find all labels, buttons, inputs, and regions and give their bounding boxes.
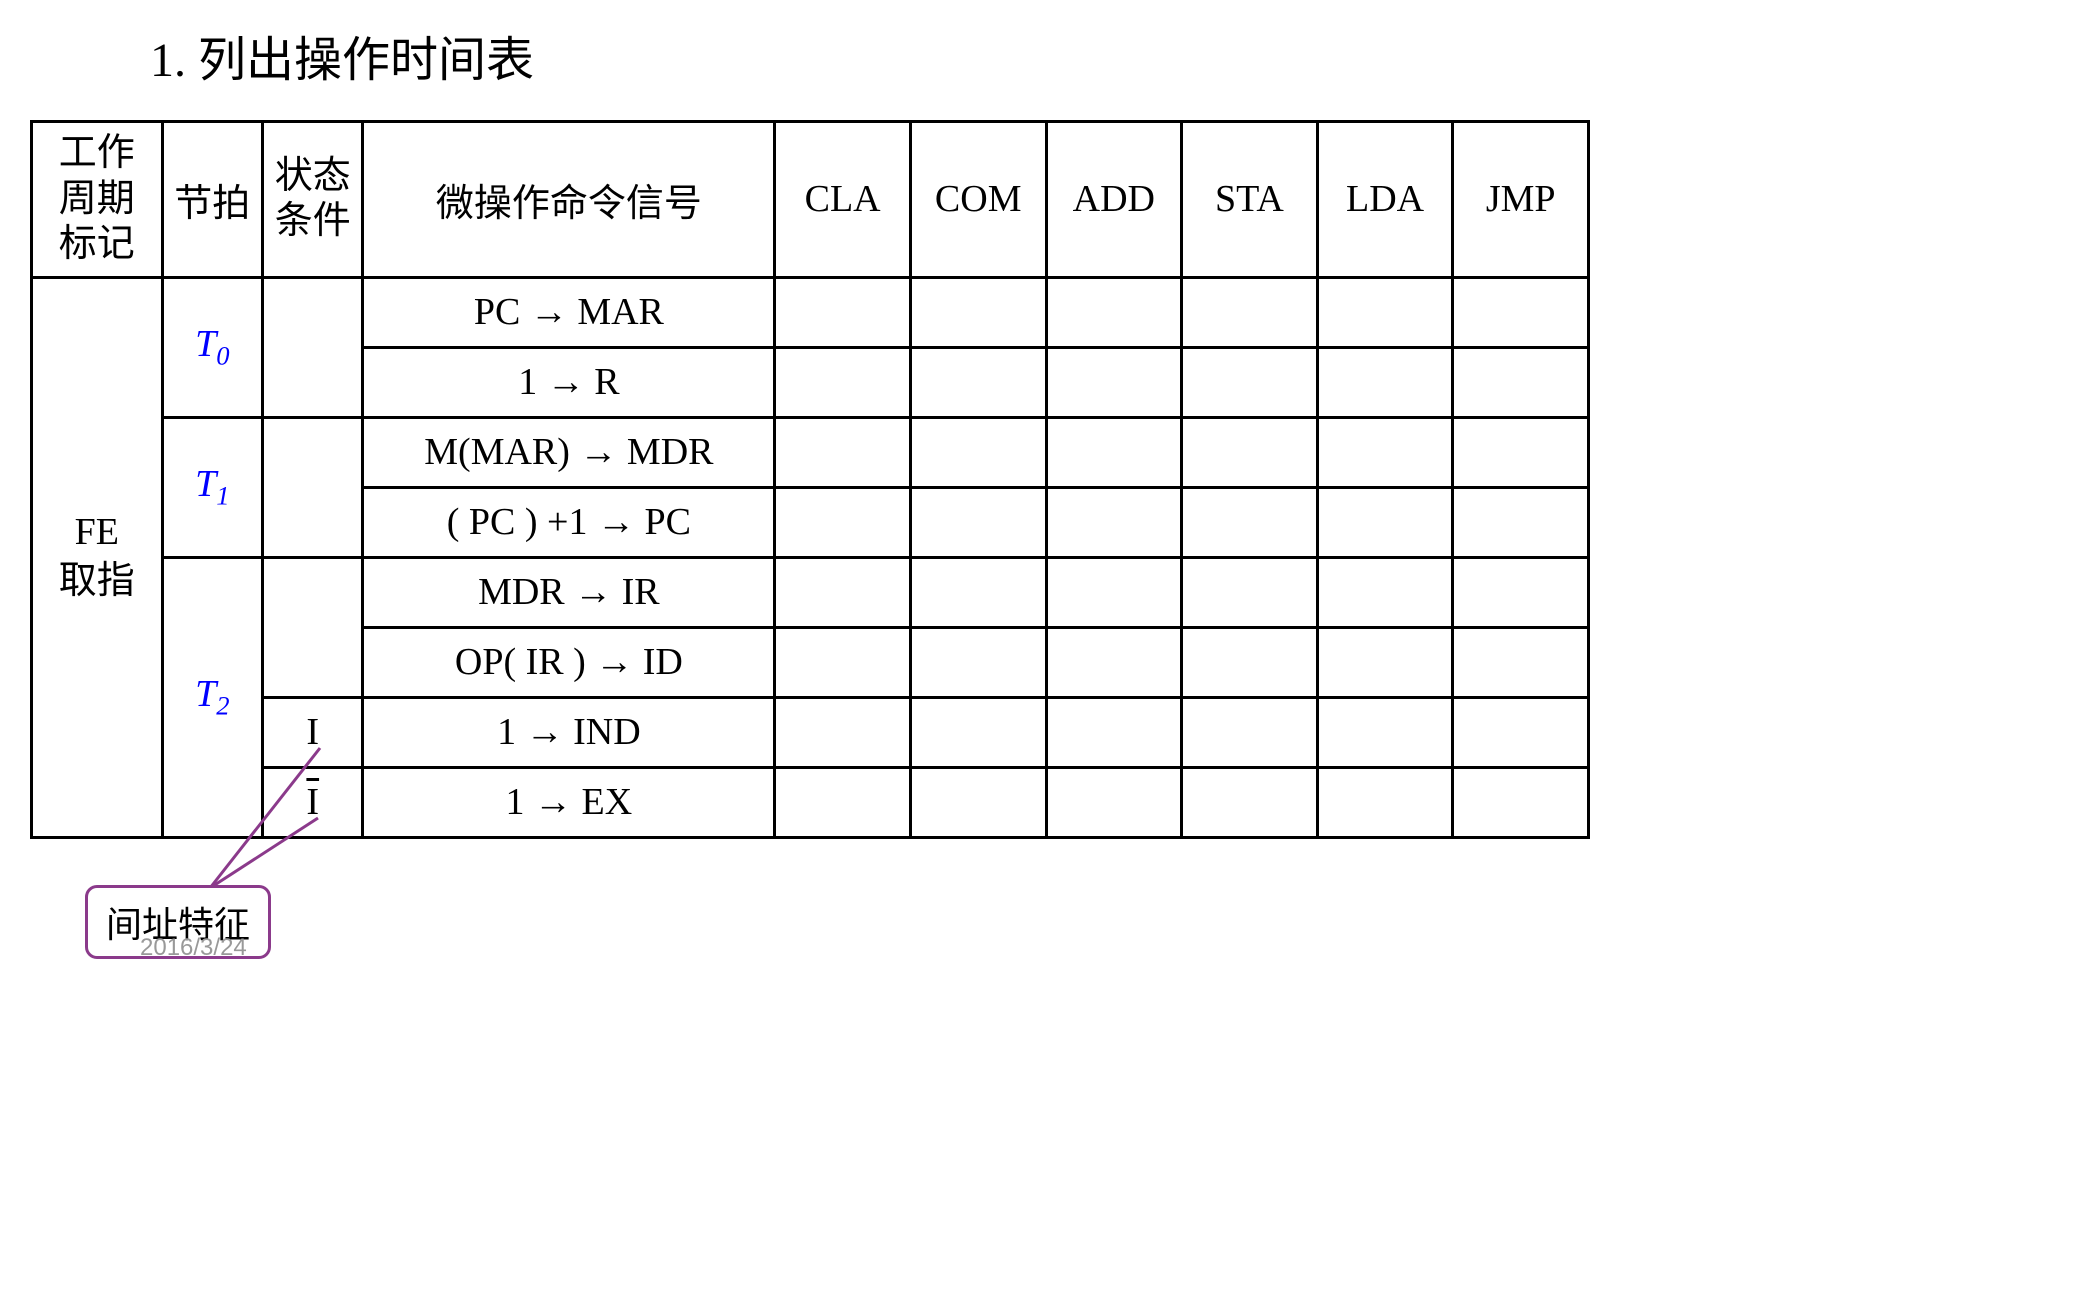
operation-timing-table: 工作 周期 标记 节拍 状态 条件 微操作命令信号 CLA COM ADD ST…	[30, 120, 1590, 839]
header-microop: 微操作命令信号	[363, 122, 775, 278]
cell	[1046, 697, 1182, 767]
cell	[1453, 627, 1589, 697]
microop-r1: PC → MAR	[363, 277, 775, 347]
cell	[1453, 487, 1589, 557]
cell	[1046, 487, 1182, 557]
microop-r6: OP( IR ) → ID	[363, 627, 775, 697]
cell	[1317, 627, 1453, 697]
table-row: T1 M(MAR) → MDR	[32, 417, 1589, 487]
cell	[1046, 767, 1182, 837]
cell	[1182, 487, 1318, 557]
beat-t0: T0	[162, 277, 262, 417]
microop-r3: M(MAR) → MDR	[363, 417, 775, 487]
microop-r7: 1 → IND	[363, 697, 775, 767]
cell	[1453, 767, 1589, 837]
cycle-fe: FE 取指	[32, 277, 163, 837]
state-I: I	[263, 697, 363, 767]
cell	[1182, 347, 1318, 417]
state-t2a	[263, 557, 363, 697]
cell	[775, 347, 911, 417]
cell	[1182, 557, 1318, 627]
header-lda: LDA	[1317, 122, 1453, 278]
cell	[1453, 697, 1589, 767]
cell	[1046, 277, 1182, 347]
state-Ibar: I	[263, 767, 363, 837]
page-title: 1. 列出操作时间表	[150, 20, 2050, 90]
header-state: 状态 条件	[263, 122, 363, 278]
cell	[910, 697, 1046, 767]
cell	[775, 277, 911, 347]
table-row: FE 取指 T0 PC → MAR	[32, 277, 1589, 347]
cell	[1317, 417, 1453, 487]
header-sta: STA	[1182, 122, 1318, 278]
cell	[910, 487, 1046, 557]
header-cycle: 工作 周期 标记	[32, 122, 163, 278]
cell	[910, 347, 1046, 417]
cell	[775, 697, 911, 767]
header-cla: CLA	[775, 122, 911, 278]
cell	[1046, 627, 1182, 697]
cell	[910, 767, 1046, 837]
cell	[775, 627, 911, 697]
cell	[775, 417, 911, 487]
header-jmp: JMP	[1453, 122, 1589, 278]
cell	[1046, 417, 1182, 487]
cell	[1317, 277, 1453, 347]
table-row: I 1 → IND	[32, 697, 1589, 767]
microop-r8: 1 → EX	[363, 767, 775, 837]
cell	[1453, 417, 1589, 487]
cell	[1182, 767, 1318, 837]
cell	[1453, 347, 1589, 417]
microop-r2: 1 → R	[363, 347, 775, 417]
beat-t2: T2	[162, 557, 262, 837]
cell	[775, 487, 911, 557]
cell	[910, 557, 1046, 627]
cell	[1317, 347, 1453, 417]
header-beat: 节拍	[162, 122, 262, 278]
cell	[1317, 557, 1453, 627]
cell	[1046, 347, 1182, 417]
table-container: 工作 周期 标记 节拍 状态 条件 微操作命令信号 CLA COM ADD ST…	[30, 120, 2050, 839]
cell	[1182, 277, 1318, 347]
microop-r4: ( PC ) +1 → PC	[363, 487, 775, 557]
date-label: 2016/3/24	[140, 934, 247, 962]
state-t1	[263, 417, 363, 557]
cell	[1182, 697, 1318, 767]
beat-t1: T1	[162, 417, 262, 557]
table-row: I 1 → EX	[32, 767, 1589, 837]
header-com: COM	[910, 122, 1046, 278]
cell	[1046, 557, 1182, 627]
cell	[910, 627, 1046, 697]
cell	[775, 767, 911, 837]
cell	[1453, 557, 1589, 627]
microop-r5: MDR → IR	[363, 557, 775, 627]
cell	[775, 557, 911, 627]
cell	[1317, 487, 1453, 557]
state-t0	[263, 277, 363, 417]
cell	[1453, 277, 1589, 347]
header-add: ADD	[1046, 122, 1182, 278]
table-row: T2 MDR → IR	[32, 557, 1589, 627]
cell	[1182, 417, 1318, 487]
cell	[910, 417, 1046, 487]
cell	[1317, 767, 1453, 837]
cell	[1182, 627, 1318, 697]
cell	[1317, 697, 1453, 767]
cell	[910, 277, 1046, 347]
